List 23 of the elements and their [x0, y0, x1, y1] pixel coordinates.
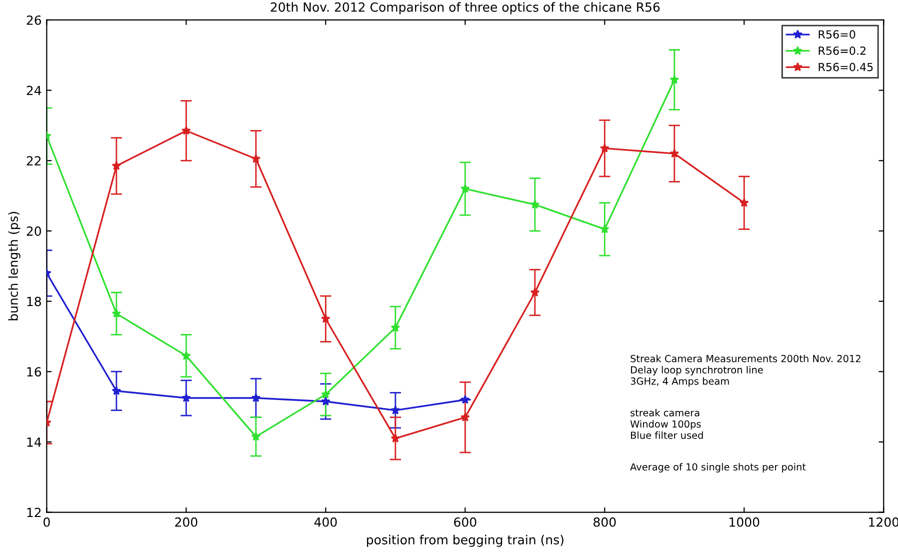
y-tick-label: 26 [26, 15, 42, 25]
x-axis-title: position from begging train (ns) [367, 534, 564, 547]
y-tick-label: 24 [26, 86, 42, 96]
y-tick-label: 18 [27, 296, 41, 306]
y-axis-title: bunch length (ps) [8, 212, 20, 320]
y-tick-label: 20 [26, 226, 42, 236]
annotation: Streak Camera Measurements 200th Nov. 2012 Delay loop synchrotron line 3GHz, 4 Amps beam [630, 354, 860, 387]
x-tick-label: 400 [314, 517, 337, 527]
annotation: Average of 10 single shots per point [630, 463, 806, 472]
x-tick-label: 1000 [730, 517, 760, 527]
y-tick-label: 12 [27, 508, 41, 518]
x-tick-label: 800 [594, 517, 616, 527]
y-tick-label: 16 [27, 367, 42, 377]
y-tick-label: 14 [27, 438, 42, 447]
chart-title: 20th Nov. 2012 Comparison of three optics of the chicane R56 [270, 2, 660, 14]
y-tick-label: 22 [26, 156, 41, 166]
legend-label: R56=0.45 [818, 62, 873, 72]
legend-label: R56=0 [818, 30, 856, 39]
annotation: streak camera Window 100ps Blue filter used [630, 408, 703, 439]
legend-label: R56=0.2 [818, 46, 866, 55]
x-tick-label: 0 [44, 517, 50, 527]
x-tick-label: 200 [175, 517, 198, 527]
x-tick-label: 600 [454, 517, 476, 527]
